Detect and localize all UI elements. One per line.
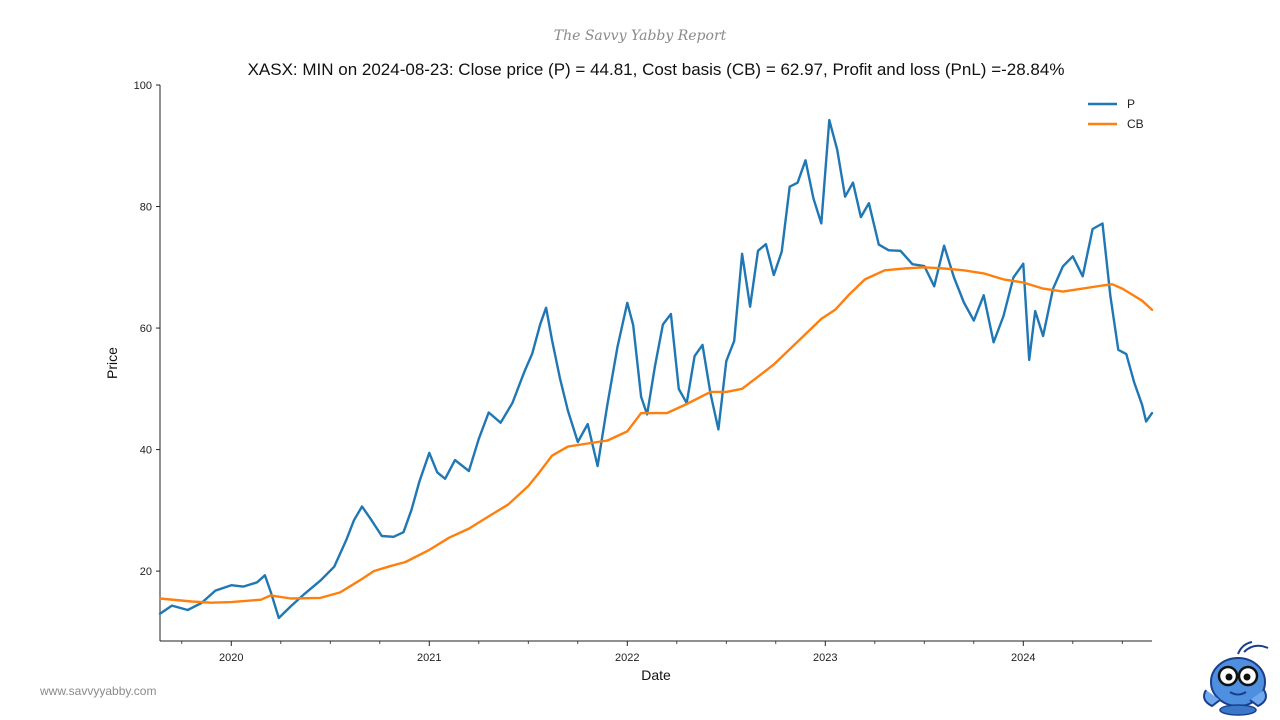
chart-title: XASX: MIN on 2024-08-23: Close price (P)… — [247, 60, 1065, 79]
y-tick-label: 40 — [140, 445, 152, 457]
footer-url: www.savvyyabby.com — [40, 684, 157, 698]
x-tick-label: 2021 — [417, 652, 441, 664]
y-axis-label: Price — [104, 347, 120, 379]
series-line-cb — [158, 266, 1154, 604]
x-axis-label: Date — [641, 667, 671, 683]
legend-label-cb: CB — [1127, 117, 1144, 131]
y-tick-label: 80 — [140, 202, 152, 214]
x-tick-label: 2024 — [1011, 652, 1035, 664]
series-line-p — [158, 118, 1154, 620]
legend-label-p: P — [1127, 97, 1135, 111]
chart-series — [158, 118, 1154, 620]
x-tick-label: 2022 — [615, 652, 639, 664]
brand-header: The Savvy Yabby Report — [553, 28, 727, 44]
y-tick-label: 60 — [140, 323, 152, 335]
chart-legend: P CB — [1088, 97, 1144, 131]
y-tick-label: 20 — [140, 566, 152, 578]
x-tick-label: 2020 — [219, 652, 243, 664]
y-tick-label: 100 — [134, 80, 152, 92]
x-tick-label: 2023 — [813, 652, 837, 664]
chart-axes: 20 40 60 80 100 2020 2021 2022 2023 2024 — [134, 80, 1152, 664]
yabby-mascot-logo — [1203, 641, 1269, 716]
